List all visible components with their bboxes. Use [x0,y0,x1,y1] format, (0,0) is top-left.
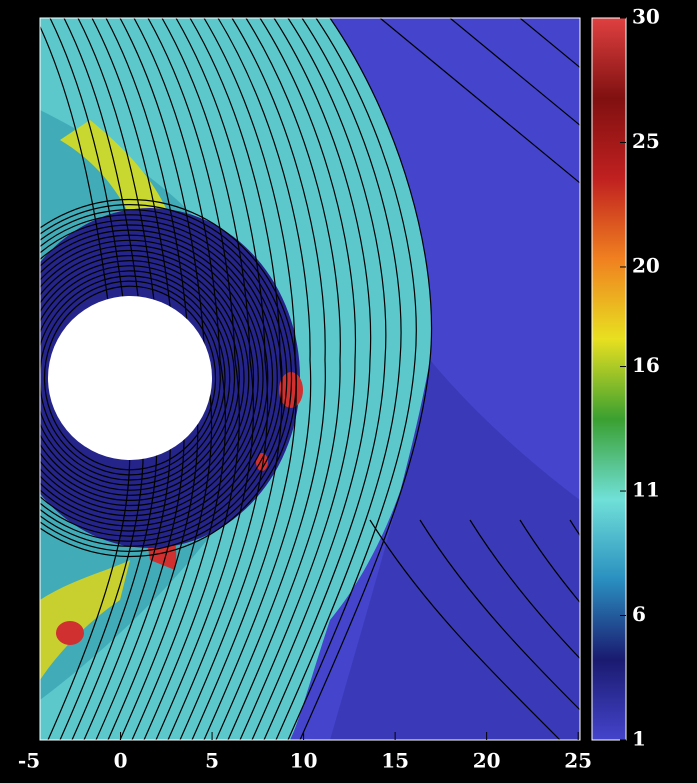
field-line [620,520,697,740]
colorbar-tick-label: 30 [632,5,660,29]
colorbar-tick-label: 6 [632,602,646,626]
x-tick-label: -5 [18,749,40,773]
colorbar-tick-label: 1 [632,727,646,751]
field-line [570,520,697,740]
x-tick-label: 25 [564,749,592,773]
x-tick-label: 20 [473,749,501,773]
colorbar-tick-label: 20 [632,253,660,277]
colorbar-tick-label: 11 [632,478,660,502]
colorbar-tick-label: 25 [632,129,660,153]
x-tick-label: 15 [381,749,409,773]
chart: -50510152025161116202530 [0,0,697,779]
field-line [660,18,697,348]
x-tick-label: 5 [205,749,219,773]
x-tick-label: 10 [290,749,318,773]
x-tick-label: 0 [114,749,128,773]
colorbar [592,18,626,740]
colorbar-tick-label: 16 [632,353,660,377]
